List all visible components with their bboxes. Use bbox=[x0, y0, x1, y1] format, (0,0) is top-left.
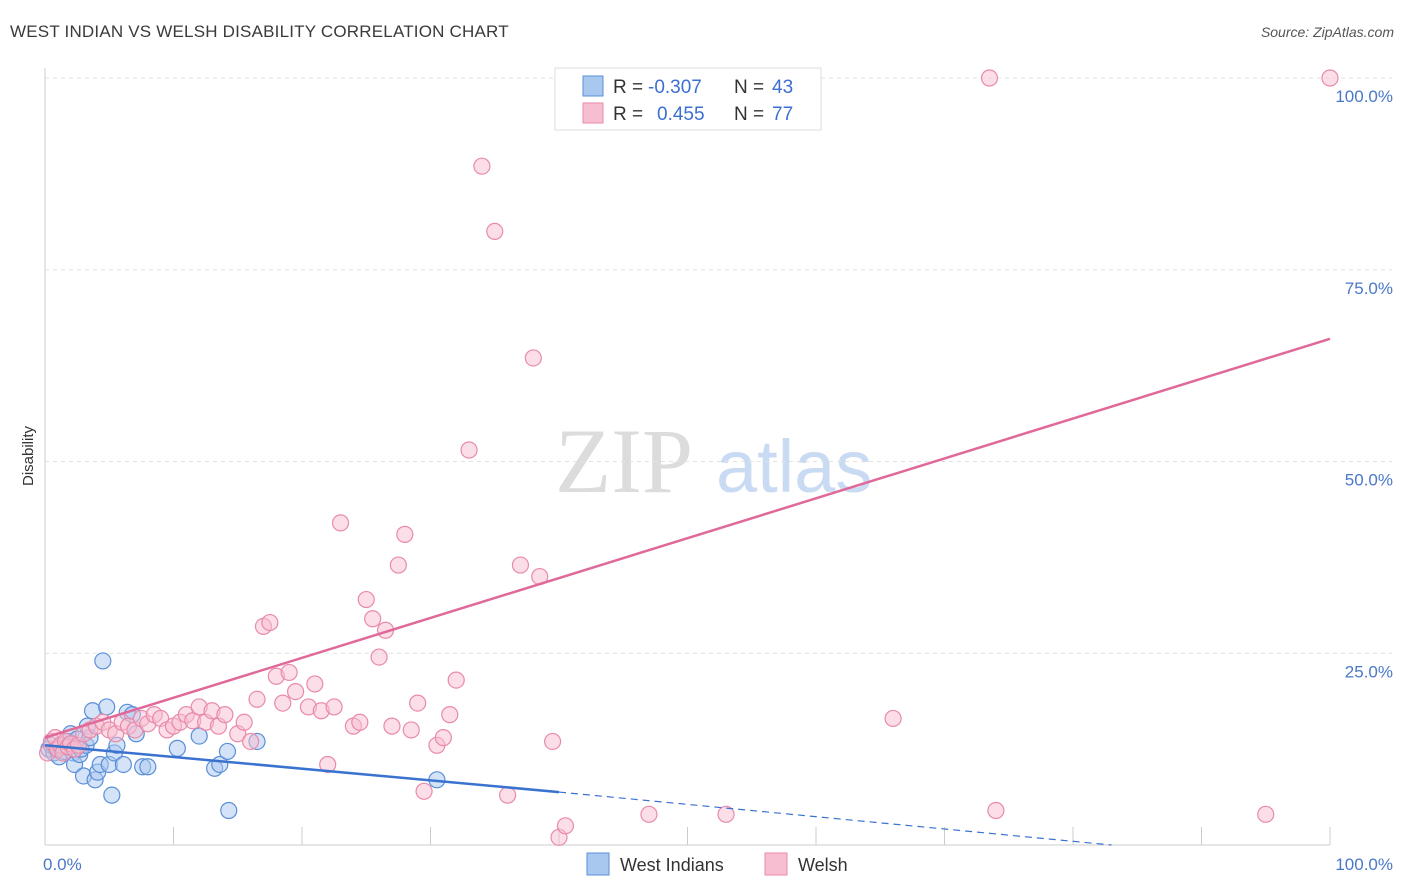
legend-r-value-pink: 0.455 bbox=[657, 104, 705, 125]
welsh-point-53 bbox=[364, 610, 382, 628]
y-tick-label-2: 75.0% bbox=[1345, 279, 1393, 298]
welsh-point-78 bbox=[884, 709, 902, 728]
trend-lines bbox=[44, 337, 1331, 846]
axes: 0.0% 100.0% bbox=[43, 68, 1393, 874]
watermark-atlas: atlas bbox=[716, 425, 872, 508]
welsh-point-54 bbox=[370, 648, 388, 666]
west-indians-point-36 bbox=[190, 727, 208, 745]
welsh-point-37 bbox=[248, 690, 266, 708]
legend-swatch-pink bbox=[582, 102, 604, 124]
welsh-point-45 bbox=[306, 675, 324, 693]
x-tick-label-0: 0.0% bbox=[43, 855, 82, 874]
west-indians-point-40 bbox=[220, 801, 238, 820]
welsh-point-41 bbox=[274, 694, 292, 712]
correlation-legend: R = -0.307 N = 43 R = 0.455 N = 77 bbox=[554, 67, 822, 131]
welsh-point-71 bbox=[524, 349, 542, 367]
welsh-point-84 bbox=[1321, 69, 1339, 87]
welsh-point-63 bbox=[434, 729, 452, 747]
y-tick-label-0: 25.0% bbox=[1345, 662, 1393, 681]
welsh-point-39 bbox=[261, 613, 279, 632]
welsh-point-58 bbox=[396, 525, 414, 543]
welsh-point-68 bbox=[486, 222, 504, 240]
west-indians-point-35 bbox=[168, 739, 186, 757]
welsh-point-80 bbox=[1257, 805, 1275, 823]
welsh-point-42 bbox=[280, 663, 298, 682]
gridlines: 25.0% 50.0% 75.0% 100.0% bbox=[45, 77, 1393, 681]
welsh-point-76 bbox=[640, 805, 658, 823]
welsh-point-47 bbox=[319, 755, 337, 774]
welsh-point-52 bbox=[357, 590, 375, 609]
welsh-point-61 bbox=[415, 782, 433, 800]
welsh-point-66 bbox=[460, 441, 478, 459]
legend-swatch-blue bbox=[582, 75, 604, 97]
west-indians-point-24 bbox=[98, 698, 116, 716]
welsh-point-51 bbox=[351, 713, 369, 731]
legend-n-label-blue: N = bbox=[734, 77, 764, 98]
welsh-point-60 bbox=[409, 694, 427, 712]
series-legend-label-pink: Welsh bbox=[798, 855, 848, 875]
welsh-point-69 bbox=[499, 786, 517, 804]
welsh-point-43 bbox=[286, 682, 305, 701]
west-indians-point-23 bbox=[94, 652, 112, 670]
y-axis-title: Disability bbox=[20, 425, 37, 486]
welsh-point-57 bbox=[389, 556, 407, 574]
welsh-point-79 bbox=[987, 801, 1005, 820]
welsh-point-48 bbox=[325, 698, 343, 716]
series-welsh bbox=[38, 69, 1339, 846]
legend-n-value-blue: 43 bbox=[772, 77, 793, 98]
welsh-point-49 bbox=[331, 514, 350, 532]
welsh-point-64 bbox=[441, 706, 459, 724]
west-indians-point-34 bbox=[139, 758, 157, 776]
watermark: ZIP atlas bbox=[555, 410, 872, 512]
welsh-point-59 bbox=[402, 721, 420, 739]
series-legend-label-blue: West Indians bbox=[620, 855, 724, 875]
welsh-point-35 bbox=[235, 713, 253, 731]
welsh-point-77 bbox=[717, 805, 735, 823]
legend-r-label-blue: R = bbox=[613, 77, 643, 98]
west-indians-point-29 bbox=[114, 755, 132, 774]
welsh-point-65 bbox=[447, 671, 465, 689]
legend-r-value-blue: -0.307 bbox=[648, 77, 702, 98]
legend-r-label-pink: R = bbox=[613, 104, 643, 125]
welsh-point-73 bbox=[543, 732, 562, 751]
y-tick-label-1: 50.0% bbox=[1345, 471, 1393, 490]
y-tick-label-3: 100.0% bbox=[1335, 87, 1393, 106]
legend-n-value-pink: 77 bbox=[772, 104, 793, 125]
welsh-point-83 bbox=[980, 69, 999, 87]
trend-line-west-indians bbox=[44, 744, 560, 794]
trend-line-welsh bbox=[44, 337, 1331, 739]
welsh-point-75 bbox=[556, 817, 575, 835]
west-indians-point-26 bbox=[103, 786, 121, 804]
chart-title: WEST INDIAN VS WELSH DISABILITY CORRELAT… bbox=[10, 22, 509, 41]
welsh-point-70 bbox=[511, 556, 530, 574]
chart-source: Source: ZipAtlas.com bbox=[1260, 24, 1394, 40]
legend-n-label-pink: N = bbox=[734, 104, 764, 125]
series-legend-swatch-pink bbox=[764, 852, 788, 876]
series-legend: West Indians Welsh bbox=[586, 852, 848, 876]
trend-line-west-indians-extension bbox=[558, 791, 1112, 846]
welsh-point-36 bbox=[242, 732, 260, 751]
series-legend-swatch-blue bbox=[586, 852, 610, 876]
west-indians-point-39 bbox=[218, 742, 237, 761]
welsh-point-56 bbox=[383, 717, 401, 735]
welsh-point-67 bbox=[473, 157, 491, 175]
welsh-point-33 bbox=[216, 706, 234, 724]
x-tick-label-1: 100.0% bbox=[1335, 855, 1393, 874]
